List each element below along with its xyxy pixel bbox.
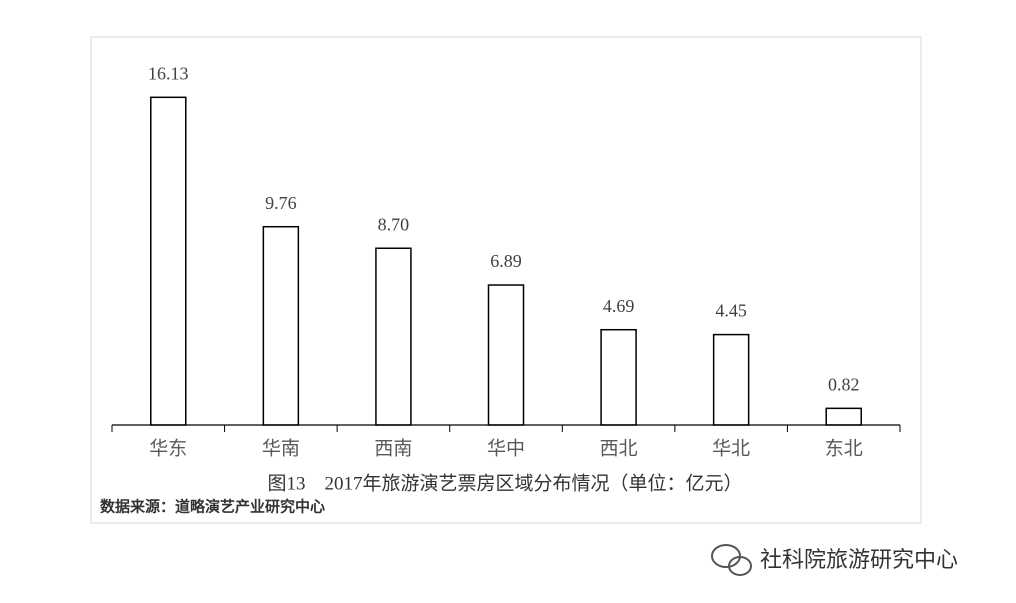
watermark: 社科院旅游研究中心 bbox=[760, 548, 958, 573]
x-tick-label: 华北 bbox=[712, 437, 750, 459]
source-note: 数据来源：道略演艺产业研究中心 bbox=[100, 497, 325, 515]
value-label: 6.89 bbox=[490, 251, 522, 271]
value-label: 4.69 bbox=[603, 296, 635, 316]
value-label: 16.13 bbox=[148, 63, 189, 83]
x-tick-label: 华南 bbox=[262, 437, 300, 459]
x-tick-label: 东北 bbox=[825, 437, 863, 459]
bar bbox=[150, 96, 187, 426]
x-tick-label: 西南 bbox=[374, 437, 412, 459]
chart-frame bbox=[90, 36, 922, 524]
x-tick-label: 华中 bbox=[487, 437, 525, 459]
bar bbox=[262, 225, 300, 426]
value-label: 0.82 bbox=[828, 374, 860, 394]
bar bbox=[487, 284, 525, 426]
value-label: 8.70 bbox=[378, 214, 410, 234]
watermark-icon bbox=[711, 544, 752, 576]
value-label: 4.45 bbox=[715, 301, 747, 321]
value-label: 9.76 bbox=[265, 193, 297, 213]
bar bbox=[825, 407, 862, 426]
bar bbox=[600, 328, 637, 426]
bar bbox=[712, 333, 750, 426]
bar bbox=[375, 247, 412, 426]
x-tick-label: 西北 bbox=[600, 437, 638, 459]
x-tick-label: 华东 bbox=[149, 437, 187, 459]
chart-title: 图13 2017年旅游演艺票房区域分布情况（单位：亿元） bbox=[267, 472, 742, 494]
